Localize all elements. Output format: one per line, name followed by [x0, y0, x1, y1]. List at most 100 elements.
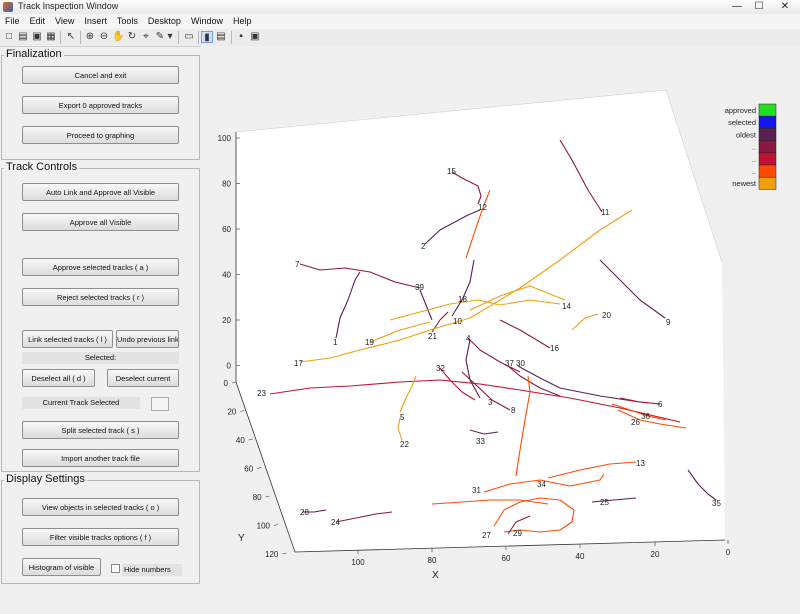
- track-11[interactable]: [559, 139, 603, 213]
- menu-window[interactable]: Window: [190, 16, 223, 26]
- track-label-8[interactable]: 8: [511, 406, 516, 415]
- import-track-file-button[interactable]: Import another track file: [22, 449, 179, 467]
- approve-all-visible-button[interactable]: Approve all Visible: [22, 213, 179, 231]
- track-1[interactable]: [335, 271, 361, 339]
- track-label-5[interactable]: 5: [400, 413, 405, 422]
- brush-dropdown-icon[interactable]: ▾: [167, 31, 173, 42]
- colorbar-icon[interactable]: ▮: [201, 31, 213, 43]
- histogram-button[interactable]: Histogram of visible: [22, 558, 101, 576]
- track-label-24[interactable]: 24: [331, 518, 340, 527]
- track-label-34[interactable]: 34: [537, 480, 546, 489]
- track-22[interactable]: [397, 417, 403, 441]
- new-figure-icon[interactable]: □: [5, 31, 13, 42]
- track-label-20[interactable]: 20: [602, 311, 611, 320]
- track-16[interactable]: [499, 319, 551, 349]
- track-31[interactable]: [483, 473, 605, 493]
- approve-selected-button[interactable]: Approve selected tracks ( a ): [22, 258, 179, 276]
- track-label-22[interactable]: 22: [400, 440, 409, 449]
- track-label-6[interactable]: 6: [658, 400, 663, 409]
- close-button[interactable]: ✕: [780, 1, 790, 12]
- rotate-icon[interactable]: ↻: [127, 31, 137, 42]
- view-objects-button[interactable]: View objects in selected tracks ( o ): [22, 498, 179, 516]
- track-label-14[interactable]: 14: [562, 302, 571, 311]
- track-36[interactable]: [611, 403, 667, 421]
- track-32[interactable]: [439, 367, 476, 401]
- pointer-icon[interactable]: ↖: [66, 31, 76, 42]
- deselect-all-button[interactable]: Deselect all ( d ): [22, 369, 95, 387]
- menu-insert[interactable]: Insert: [84, 16, 107, 26]
- track-label-30[interactable]: 30: [516, 359, 525, 368]
- track-label-27[interactable]: 27: [482, 531, 491, 540]
- track-3[interactable]: [465, 339, 481, 399]
- track-label-15[interactable]: 15: [447, 167, 456, 176]
- track-label-37[interactable]: 37: [505, 359, 514, 368]
- track-label-7[interactable]: 7: [295, 260, 300, 269]
- maximize-button[interactable]: ☐: [754, 1, 764, 12]
- track-label-1[interactable]: 1: [333, 338, 338, 347]
- track-label-32[interactable]: 32: [436, 364, 445, 373]
- menu-edit[interactable]: Edit: [29, 16, 46, 26]
- open-file-icon[interactable]: ▤: [18, 31, 28, 42]
- track-34[interactable]: [515, 375, 531, 477]
- menu-desktop[interactable]: Desktop: [147, 16, 181, 26]
- track-label-35[interactable]: 35: [712, 499, 721, 508]
- track-9[interactable]: [599, 259, 666, 319]
- track-6[interactable]: [619, 397, 661, 405]
- menu-view[interactable]: View: [55, 16, 75, 26]
- track-label-31[interactable]: 31: [472, 486, 481, 495]
- track-29[interactable]: [507, 515, 531, 535]
- track-label-21[interactable]: 21: [428, 332, 437, 341]
- track-label-9[interactable]: 9: [666, 318, 671, 327]
- track-label-11[interactable]: 11: [601, 208, 610, 217]
- auto-link-approve-button[interactable]: Auto Link and Approve all Visible: [22, 183, 179, 201]
- track-label-33[interactable]: 33: [476, 437, 485, 446]
- legend-icon[interactable]: ▤: [216, 31, 226, 42]
- track-19[interactable]: [369, 321, 431, 343]
- track-25[interactable]: [591, 497, 637, 503]
- track-13[interactable]: [547, 461, 637, 479]
- zoom-in-icon[interactable]: ⊕: [85, 31, 95, 42]
- track-label-13[interactable]: 13: [636, 459, 645, 468]
- track-label-4[interactable]: 4: [466, 334, 471, 343]
- track-28[interactable]: [302, 509, 327, 513]
- link-plot-icon[interactable]: ▭: [184, 31, 194, 42]
- track-label-3[interactable]: 3: [488, 398, 493, 407]
- track-fiber[interactable]: [431, 499, 549, 505]
- track-18[interactable]: [389, 299, 561, 321]
- cancel-exit-button[interactable]: Cancel and exit: [22, 66, 179, 84]
- track-20[interactable]: [571, 313, 599, 331]
- hide-plot-tools-icon[interactable]: ▪: [239, 31, 243, 42]
- track-12[interactable]: [465, 189, 491, 259]
- track-label-2[interactable]: 2: [421, 242, 426, 251]
- track-21[interactable]: [431, 311, 449, 333]
- proceed-graphing-button[interactable]: Proceed to graphing: [22, 126, 179, 144]
- undo-link-button[interactable]: Undo previous link ...: [116, 330, 179, 348]
- zoom-out-icon[interactable]: ⊖: [99, 31, 109, 42]
- hide-numbers-checkbox[interactable]: [111, 564, 120, 573]
- print-icon[interactable]: ▦: [46, 31, 56, 42]
- track-label-17[interactable]: 17: [294, 359, 303, 368]
- track-37[interactable]: [507, 365, 561, 397]
- track-27[interactable]: [493, 497, 575, 533]
- track-15[interactable]: [451, 171, 482, 205]
- track-33[interactable]: [469, 429, 499, 435]
- track-label-23[interactable]: 23: [257, 389, 266, 398]
- track-8[interactable]: [461, 371, 511, 411]
- track-26[interactable]: [617, 409, 687, 429]
- track-5[interactable]: [399, 375, 417, 413]
- track-label-26[interactable]: 26: [631, 418, 640, 427]
- export-tracks-button[interactable]: Export 0 approved tracks: [22, 96, 179, 114]
- track-23[interactable]: [269, 379, 681, 423]
- menu-file[interactable]: File: [5, 16, 20, 26]
- show-plot-tools-icon[interactable]: ▣: [250, 31, 260, 42]
- deselect-current-button[interactable]: Deselect current: [107, 369, 179, 387]
- link-selected-button[interactable]: Link selected tracks ( l ): [22, 330, 113, 348]
- brush-icon[interactable]: ✎: [155, 31, 165, 42]
- track-label-18[interactable]: 18: [458, 295, 467, 304]
- data-cursor-icon[interactable]: ⌖: [143, 31, 149, 42]
- track-2[interactable]: [424, 209, 481, 245]
- menu-tools[interactable]: Tools: [116, 16, 138, 26]
- track-label-25[interactable]: 25: [600, 498, 609, 507]
- track-35[interactable]: [687, 469, 717, 501]
